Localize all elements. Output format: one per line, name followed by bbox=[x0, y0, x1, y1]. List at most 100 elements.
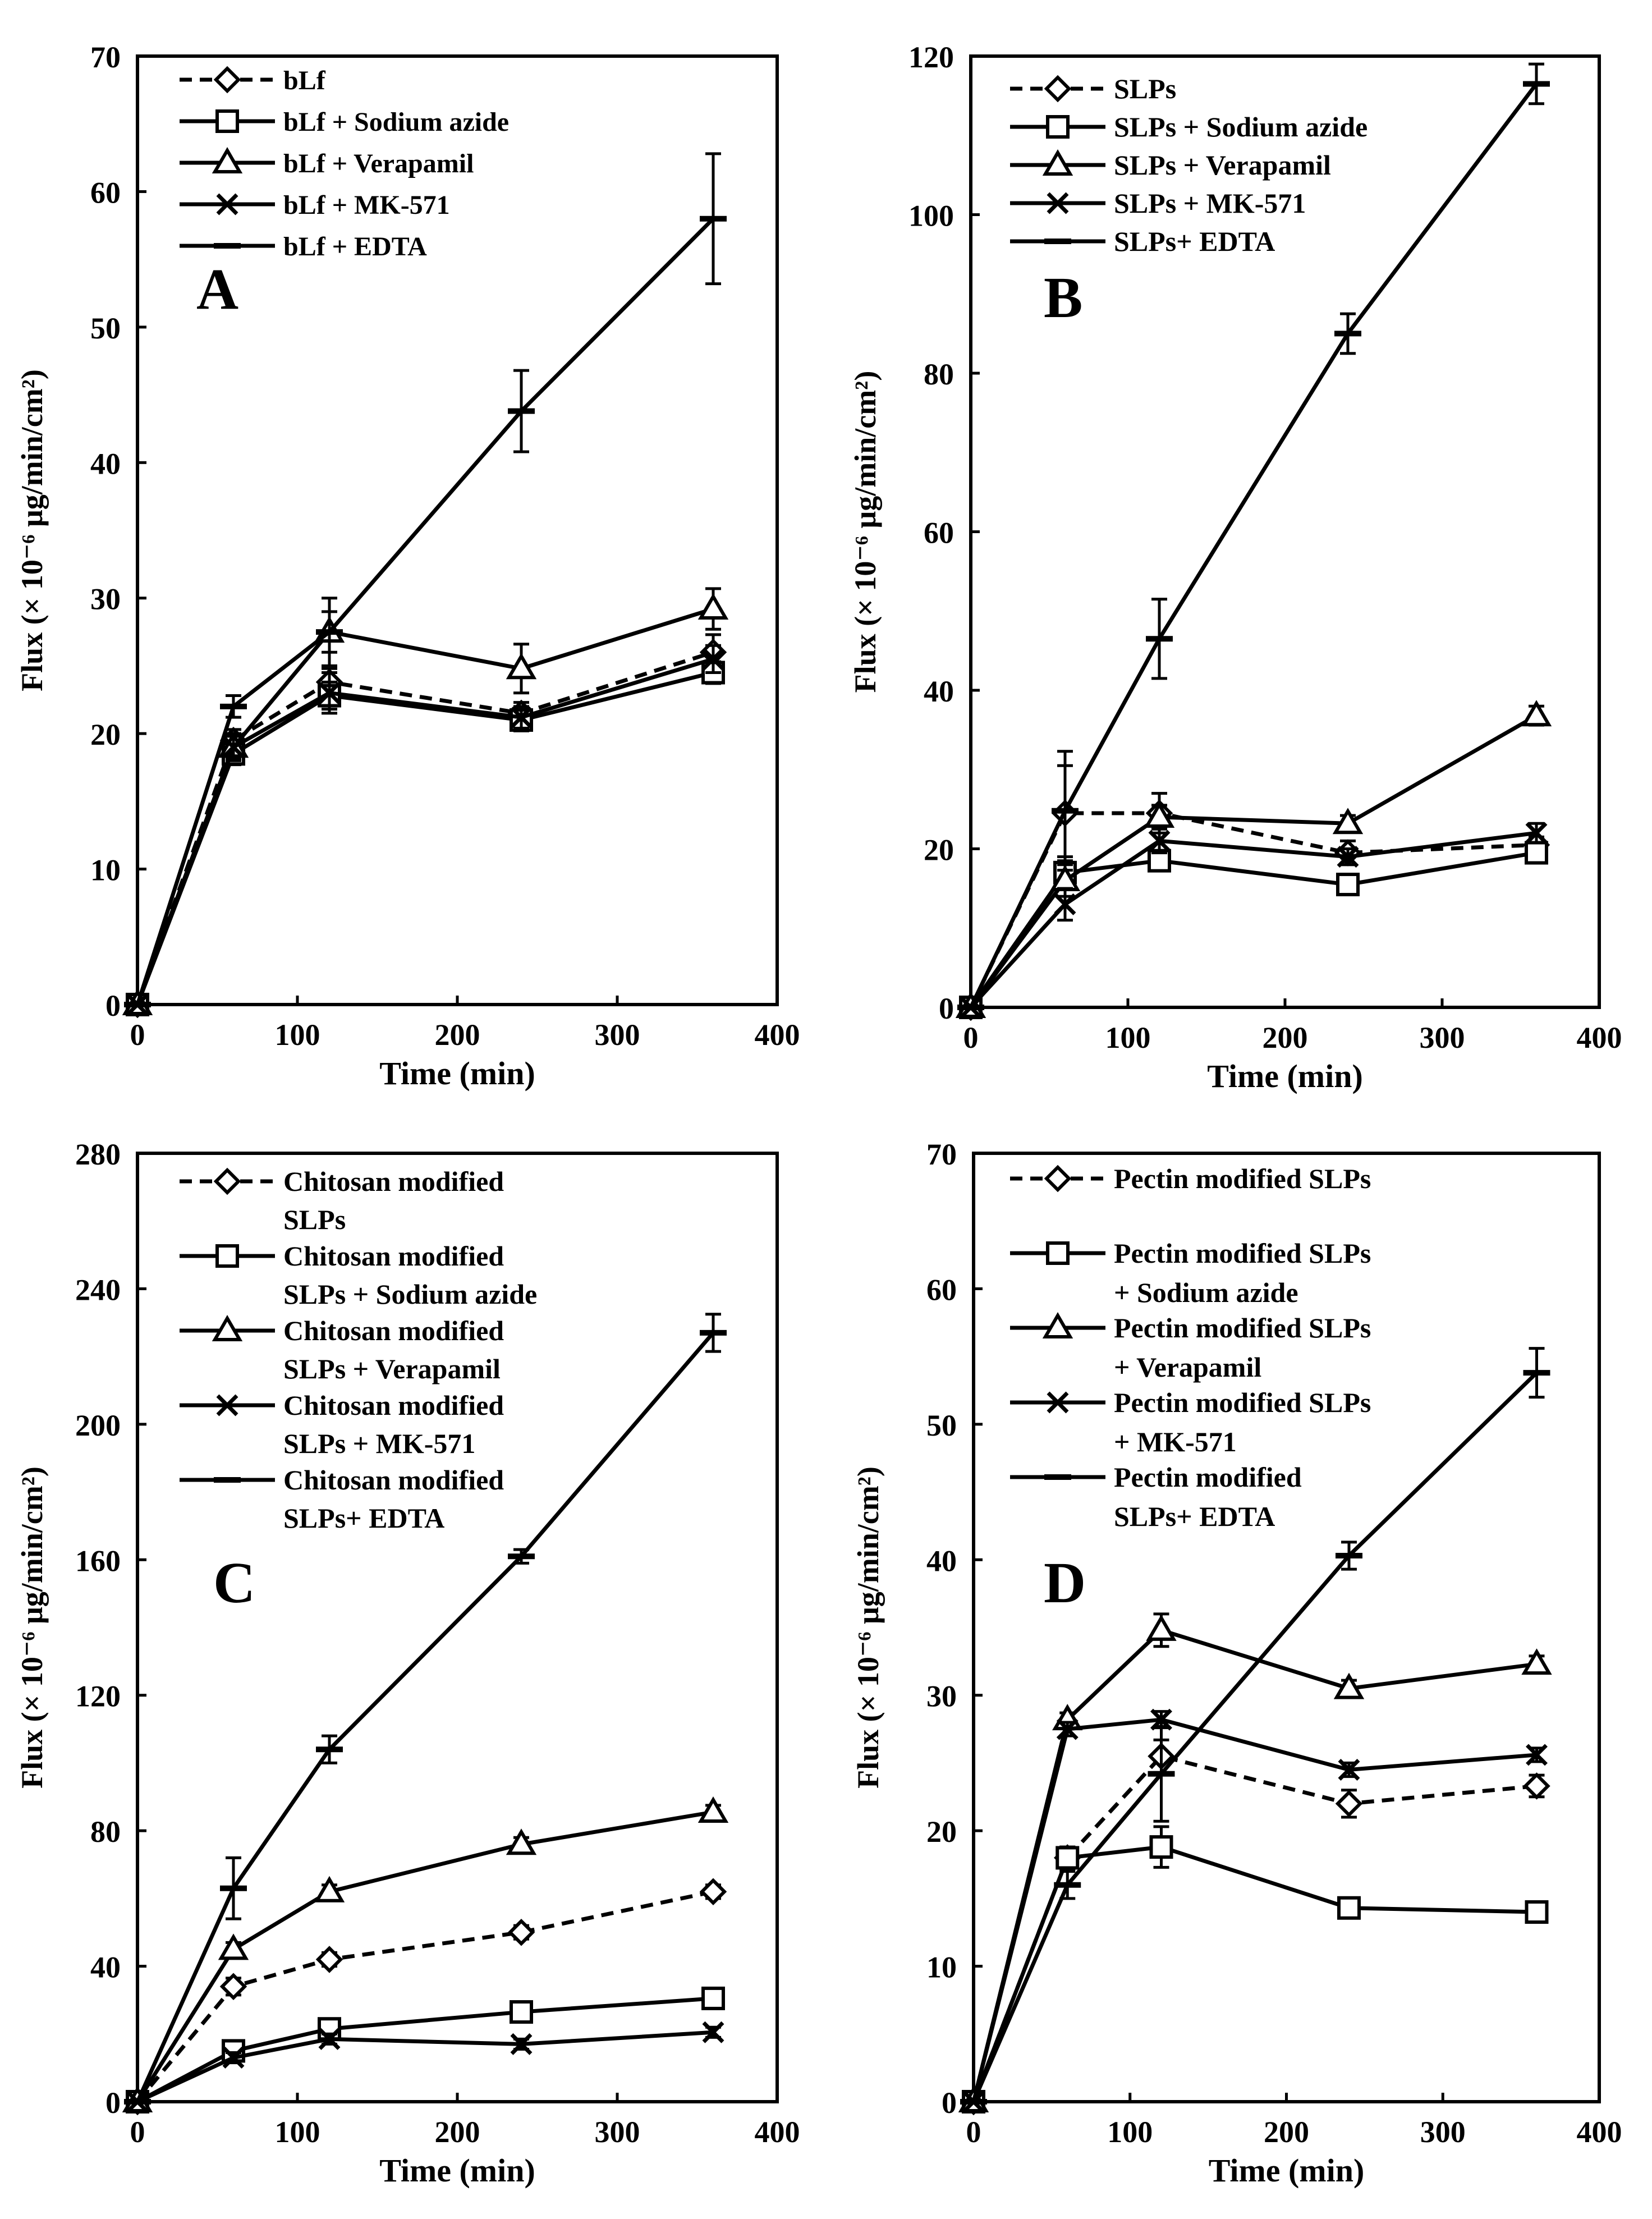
data-point bbox=[1337, 846, 1359, 868]
panel-label: A bbox=[196, 257, 238, 322]
series-line bbox=[135, 217, 715, 1006]
legend-entry: SLPs bbox=[1010, 73, 1176, 104]
data-point bbox=[697, 593, 729, 620]
data-point bbox=[219, 1973, 247, 2001]
legend-label: bLf + MK-571 bbox=[283, 190, 450, 220]
data-point bbox=[510, 706, 533, 728]
x-tick-label: 400 bbox=[755, 1018, 800, 1052]
x-tick-label: 100 bbox=[275, 1018, 320, 1052]
legend-label: Chitosan modified bbox=[283, 1390, 504, 1421]
y-tick-label: 0 bbox=[942, 2086, 957, 2120]
data-point bbox=[1146, 1614, 1177, 1641]
data-point bbox=[1056, 1718, 1079, 1740]
data-point bbox=[1338, 1759, 1360, 1781]
data-point bbox=[222, 736, 245, 758]
x-axis-title: Time (min) bbox=[379, 2152, 535, 2189]
series-1 bbox=[123, 1878, 727, 2116]
legend-label: SLPs+ EDTA bbox=[283, 1502, 444, 1534]
y-tick-label: 60 bbox=[90, 176, 121, 209]
data-point bbox=[702, 648, 724, 670]
series-3 bbox=[955, 700, 1552, 1018]
data-point bbox=[315, 1946, 343, 1973]
legend-swatch-marker bbox=[1042, 1312, 1073, 1338]
data-point bbox=[1056, 1846, 1080, 1870]
data-point bbox=[318, 682, 341, 704]
legend-swatch-marker bbox=[1046, 115, 1070, 139]
legend: Chitosan modified SLPs Chitosan modified SL… bbox=[180, 1166, 537, 1534]
y-tick-label: 80 bbox=[90, 1815, 121, 1849]
data-point bbox=[1148, 829, 1171, 852]
series-line bbox=[135, 607, 714, 1006]
x-tick-label: 300 bbox=[595, 1018, 640, 1052]
y-tick-label: 120 bbox=[75, 1680, 121, 1713]
data-point bbox=[1335, 1790, 1363, 1818]
legend-entry: SLPs + MK-571 bbox=[1010, 187, 1306, 219]
legend-label: SLPs + Sodium azide bbox=[283, 1278, 537, 1310]
series-line bbox=[136, 1890, 714, 2103]
panel-label: B bbox=[1044, 265, 1082, 330]
panel-a: 0 10 20 30 40 50 60 70 0 100 200 300 400 Time (min) Fl… bbox=[15, 40, 800, 1092]
x-tick-label: 200 bbox=[435, 2115, 480, 2149]
y-tick-label: 30 bbox=[90, 583, 121, 616]
y-tick-label: 80 bbox=[924, 357, 954, 391]
legend-label: SLPs + MK-571 bbox=[1114, 187, 1306, 219]
data-point bbox=[218, 1933, 249, 1960]
y-tick-label: 40 bbox=[926, 1544, 957, 1578]
legend-entry: Pectin modified SLPs + MK-571 bbox=[1010, 1387, 1371, 1457]
legend-entry: Pectin modified SLPs bbox=[1010, 1163, 1371, 1194]
data-point bbox=[1526, 1744, 1548, 1766]
legend-entry: bLf + Sodium azide bbox=[180, 107, 509, 137]
y-tick-label: 20 bbox=[926, 1815, 957, 1849]
data-point bbox=[222, 2047, 245, 2069]
legend-label: SLPs+ EDTA bbox=[1114, 226, 1275, 257]
x-tick-label: 200 bbox=[1263, 1021, 1308, 1055]
y-tick-label: 70 bbox=[90, 40, 121, 74]
data-point bbox=[1149, 1835, 1173, 1859]
legend-label: Chitosan modified bbox=[283, 1240, 504, 1272]
legend-swatch-marker bbox=[1046, 1241, 1070, 1265]
legend-swatch-marker bbox=[215, 1244, 239, 1268]
x-tick-label: 200 bbox=[1264, 2115, 1309, 2149]
legend-label: Pectin modified SLPs bbox=[1114, 1387, 1371, 1418]
y-tick-label: 40 bbox=[90, 447, 121, 480]
series-5 bbox=[960, 1347, 1550, 2105]
series-5 bbox=[124, 152, 727, 1007]
series-1 bbox=[957, 764, 1550, 1021]
y-tick-label: 20 bbox=[90, 718, 121, 751]
y-tick-label: 120 bbox=[908, 40, 954, 74]
legend-swatch-marker bbox=[1044, 75, 1072, 103]
legend-entry: Chitosan modified SLPs + MK-571 bbox=[180, 1390, 504, 1459]
legend-label: Chitosan modified bbox=[283, 1315, 504, 1346]
legend-entry: bLf + Verapamil bbox=[180, 147, 474, 178]
data-point bbox=[510, 2000, 533, 2024]
x-tick-label: 100 bbox=[1105, 1021, 1151, 1055]
legend-entry: Chitosan modified SLPs + Verapamil bbox=[180, 1315, 504, 1384]
legend-swatch-marker bbox=[216, 193, 238, 216]
data-point bbox=[1525, 841, 1548, 865]
y-tick-label: 20 bbox=[924, 833, 954, 867]
y-tick-label: 40 bbox=[924, 675, 954, 708]
legend-label: Chitosan modified bbox=[283, 1464, 504, 1496]
legend-entry: bLf bbox=[180, 66, 326, 95]
legend-label: Pectin modified SLPs bbox=[1114, 1237, 1371, 1269]
legend-swatch-marker bbox=[212, 147, 243, 173]
y-axis-title: Flux (× 10⁻⁶ μg/min/cm²) bbox=[15, 369, 49, 691]
y-tick-label: 40 bbox=[90, 1951, 121, 1984]
series-2 bbox=[962, 1825, 1549, 2113]
x-tick-label: 0 bbox=[966, 2115, 981, 2149]
series-5 bbox=[124, 1313, 727, 2105]
panel-b: 0 20 40 60 80 100 120 0 100 200 300 400 Time (min) Fl… bbox=[848, 40, 1622, 1094]
panel-label: D bbox=[1044, 1551, 1086, 1615]
x-tick-label: 0 bbox=[130, 2115, 145, 2149]
legend-label: SLPs + Sodium azide bbox=[1114, 111, 1368, 143]
y-tick-label: 50 bbox=[926, 1409, 957, 1442]
legend-swatch-marker bbox=[212, 1315, 243, 1341]
x-axis-title: Time (min) bbox=[1209, 2152, 1365, 2189]
data-point bbox=[506, 653, 537, 680]
y-tick-label: 200 bbox=[75, 1409, 121, 1442]
legend-swatch-marker bbox=[213, 66, 241, 94]
legend-swatch-marker bbox=[1042, 149, 1073, 176]
y-tick-label: 30 bbox=[926, 1680, 957, 1713]
legend-swatch-marker bbox=[1047, 1391, 1069, 1414]
